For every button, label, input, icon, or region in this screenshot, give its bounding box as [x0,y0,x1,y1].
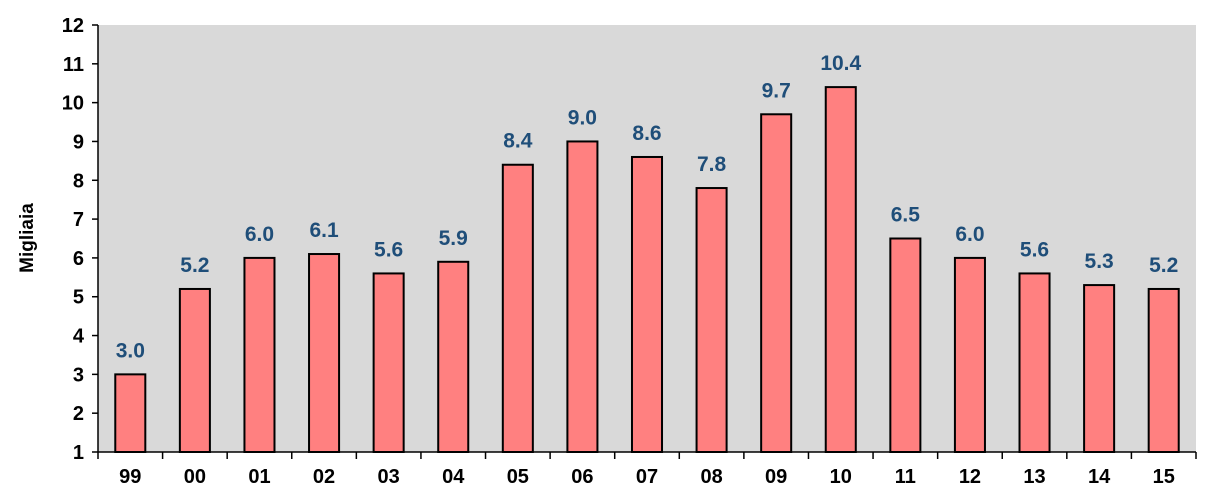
x-tick-label-12: 12 [959,466,981,488]
x-tick-label-13: 13 [1023,466,1045,488]
x-tick-label-09: 09 [765,466,787,488]
data-label-08: 7.8 [697,153,727,176]
x-ticks-layer: 99 00 01 02 03 04 05 06 07 08 09 10 11 12 13 14 15 [97,452,1197,488]
data-label-14: 5.3 [1085,250,1114,273]
y-tick-label: 10 [62,93,84,115]
bar-15 [1147,287,1180,453]
y-tick-label: 7 [73,209,84,231]
x-tick-label-07: 07 [636,466,658,488]
x-tick-label-00: 00 [184,466,206,488]
bar-07 [630,155,664,453]
x-tick-label-06: 06 [571,466,593,488]
bar-11 [889,237,922,453]
bar-01 [243,256,276,453]
y-tick-label: 11 [63,54,84,76]
y-tick-label: 3 [73,364,84,386]
bar-04 [437,260,470,454]
bar-06 [566,140,599,453]
y-tick-label: 9 [73,131,84,153]
y-tick-label: 6 [73,248,84,270]
data-label-00: 5.2 [180,254,209,277]
data-label-02: 6.1 [309,219,339,242]
data-label-05: 8.4 [503,130,533,153]
data-label-09: 9.7 [762,79,791,102]
x-tick-label-05: 05 [507,466,529,488]
x-tick-label-04: 04 [442,466,465,488]
bar-00 [178,287,211,453]
data-label-15: 5.2 [1149,254,1178,277]
y-tick-label: 4 [73,326,85,348]
data-label-11: 6.5 [891,204,921,227]
x-tick-label-14: 14 [1088,466,1111,488]
bar-05 [501,163,534,453]
bar-09 [760,113,793,453]
bar-99 [114,373,147,454]
data-label-04: 5.9 [439,227,468,250]
data-label-07: 8.6 [632,122,661,145]
data-label-06: 9.0 [568,106,597,129]
x-tick-label-01: 01 [248,466,270,488]
x-tick-label-08: 08 [700,466,722,488]
bar-03 [372,272,405,453]
bar-14 [1083,284,1116,453]
x-tick-label-15: 15 [1153,466,1175,488]
data-label-03: 5.6 [374,238,403,261]
bar-12 [953,256,986,453]
data-label-13: 5.6 [1020,238,1049,261]
y-tick-label: 12 [62,15,84,37]
data-label-12: 6.0 [955,223,984,246]
x-tick-label-99: 99 [119,466,141,488]
y-tick-label: 2 [73,403,84,425]
bar-08 [695,187,728,453]
x-tick-label-10: 10 [830,466,852,488]
x-tick-label-02: 02 [313,466,335,488]
y-tick-label: 5 [73,287,84,309]
data-label-10: 10.4 [820,52,861,75]
bar-02 [308,253,341,453]
y-tick-label: 8 [73,170,84,192]
data-label-99: 3.0 [116,339,145,362]
x-tick-label-11: 11 [895,466,916,488]
bar-10 [824,86,857,453]
x-tick-label-03: 03 [378,466,400,488]
y-tick-label: 1 [73,442,84,464]
data-label-01: 6.0 [245,223,274,246]
bars-layer [114,86,1180,454]
y-axis-label: Migliaia [17,203,38,273]
data-labels-layer: 3.0 5.2 6.0 6.1 5.6 5.9 8.4 9.0 8.6 7.8 9.7 10.4 6.5… [116,52,1179,362]
bar-13 [1018,272,1051,453]
